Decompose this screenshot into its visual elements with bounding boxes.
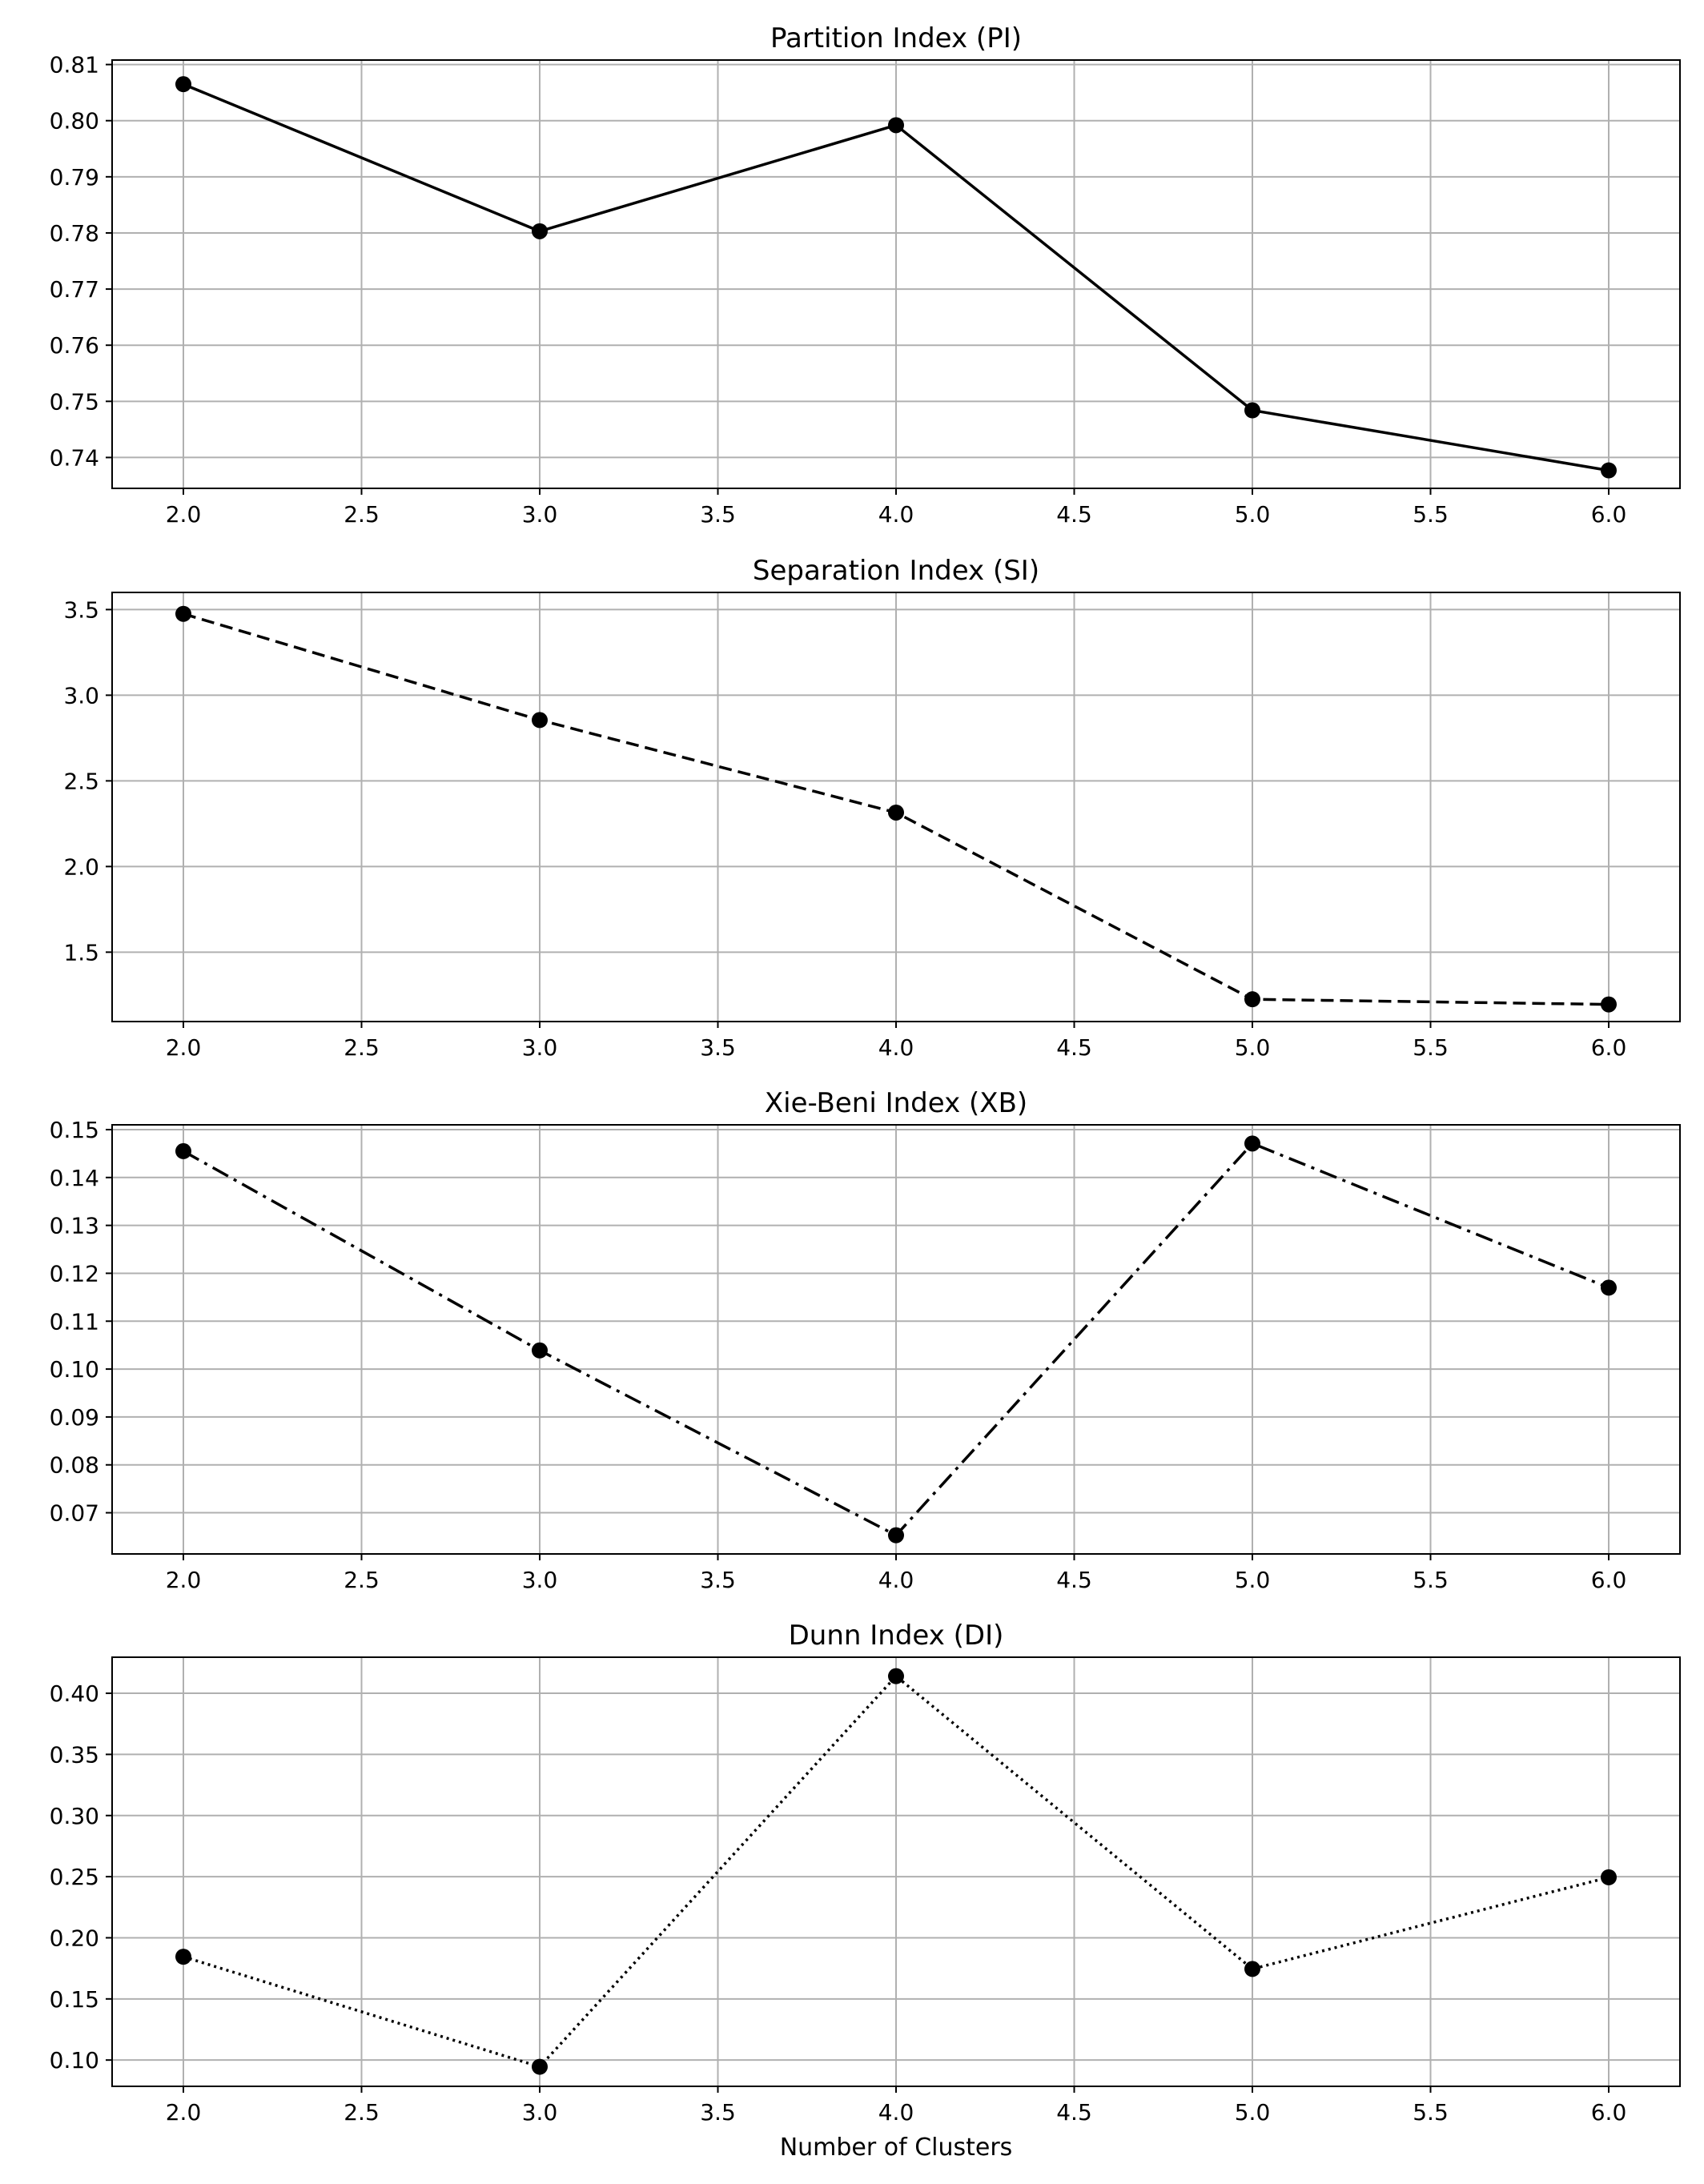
- data-point: [1601, 462, 1617, 479]
- x-tick-label: 5.5: [1413, 1034, 1449, 1061]
- x-tick-label: 2.0: [166, 2099, 202, 2126]
- y-tick-label: 0.30: [50, 1803, 99, 1829]
- x-tick-label: 2.5: [344, 2099, 380, 2126]
- x-tick-label: 5.5: [1413, 1567, 1449, 1593]
- data-point: [175, 1949, 191, 1965]
- data-point: [1244, 1961, 1260, 1977]
- x-tick-label: 5.5: [1413, 501, 1449, 528]
- y-tick-label: 0.14: [50, 1165, 99, 1191]
- y-tick-label: 0.13: [50, 1213, 99, 1239]
- x-tick-label: 3.0: [522, 1034, 558, 1061]
- chart-panel-2: 2.0 2.5 3.0 3.5 4.0 4.5 5.0 5.5 6.0 1.5 2.0 2.5 3.0 3…: [63, 555, 1681, 1061]
- y-tick-label: 0.75: [50, 388, 99, 415]
- chart-title: Separation Index (SI): [753, 555, 1039, 587]
- x-tick-label: 3.5: [700, 501, 736, 528]
- x-tick-label: 4.0: [878, 1034, 914, 1061]
- data-point: [888, 117, 904, 134]
- y-tick-label: 0.74: [50, 444, 99, 471]
- data-point: [1601, 996, 1617, 1013]
- y-tick-label: 0.76: [50, 332, 99, 359]
- x-tick-label: 2.0: [166, 1567, 202, 1593]
- y-tick-label: 0.07: [50, 1500, 99, 1527]
- y-tick-label: 0.10: [50, 1356, 99, 1383]
- y-tick-label: 0.12: [50, 1260, 99, 1287]
- y-tick-label: 0.20: [50, 1925, 99, 1951]
- y-tick-label: 0.11: [50, 1308, 99, 1335]
- y-tick-label: 1.5: [63, 939, 99, 966]
- x-tick-label: 4.5: [1056, 2099, 1092, 2126]
- data-point: [1601, 1279, 1617, 1296]
- y-tick-label: 0.08: [50, 1452, 99, 1479]
- x-tick-label: 6.0: [1591, 1567, 1627, 1593]
- chart-panel-4: 2.0 2.5 3.0 3.5 4.0 4.5 5.0 5.5 6.0 0.10 0.15 0.20 0…: [50, 1620, 1681, 2162]
- x-tick-label: 3.0: [522, 2099, 558, 2126]
- y-tick-label: 0.09: [50, 1404, 99, 1431]
- x-tick-label: 4.5: [1056, 501, 1092, 528]
- x-tick-label: 3.5: [700, 1567, 736, 1593]
- data-point: [1601, 1869, 1617, 1885]
- data-point: [532, 223, 548, 239]
- y-tick-label: 3.5: [63, 596, 99, 623]
- y-tick-label: 0.78: [50, 220, 99, 247]
- y-tick-label: 2.0: [63, 853, 99, 880]
- y-tick-label: 0.35: [50, 1741, 99, 1768]
- x-tick-label: 5.0: [1235, 1034, 1271, 1061]
- x-tick-label: 4.0: [878, 501, 914, 528]
- x-tick-label: 4.5: [1056, 1567, 1092, 1593]
- y-tick-label: 0.81: [50, 52, 99, 78]
- y-tick-label: 2.5: [63, 768, 99, 794]
- y-tick-label: 0.15: [50, 1117, 99, 1143]
- x-tick-label: 2.5: [344, 1034, 380, 1061]
- data-point: [888, 804, 904, 821]
- y-tick-label: 0.15: [50, 1986, 99, 2013]
- x-tick-label: 5.0: [1235, 501, 1271, 528]
- x-tick-label: 2.5: [344, 501, 380, 528]
- chart-title: Xie-Beni Index (XB): [765, 1087, 1027, 1119]
- data-point: [175, 76, 191, 93]
- y-tick-label: 3.0: [63, 682, 99, 709]
- chart-panel-3: 2.0 2.5 3.0 3.5 4.0 4.5 5.0 5.5 6.0 0.07 0.08 0.09 0…: [50, 1087, 1681, 1593]
- chart-title: Partition Index (PI): [770, 22, 1022, 54]
- x-tick-label: 6.0: [1591, 1034, 1627, 1061]
- x-tick-label: 6.0: [1591, 501, 1627, 528]
- data-point: [532, 2058, 548, 2075]
- y-tick-label: 0.80: [50, 108, 99, 134]
- x-tick-label: 2.5: [344, 1567, 380, 1593]
- data-point: [888, 1527, 904, 1544]
- x-tick-label: 6.0: [1591, 2099, 1627, 2126]
- chart-panel-1: 2.0 2.5 3.0 3.5 4.0 4.5 5.0 5.5 6.0 0.74 0.75 0.76 0…: [50, 22, 1681, 528]
- y-tick-label: 0.79: [50, 164, 99, 191]
- data-point: [175, 1142, 191, 1159]
- data-point: [1244, 402, 1260, 419]
- data-point: [532, 1342, 548, 1359]
- y-tick-label: 0.25: [50, 1864, 99, 1890]
- data-point: [175, 605, 191, 622]
- x-tick-label: 5.0: [1235, 2099, 1271, 2126]
- y-tick-label: 0.40: [50, 1680, 99, 1707]
- y-tick-label: 0.77: [50, 276, 99, 303]
- x-tick-label: 4.5: [1056, 1034, 1092, 1061]
- x-tick-label: 3.5: [700, 1034, 736, 1061]
- data-point: [1244, 1135, 1260, 1152]
- data-point: [888, 1668, 904, 1684]
- x-tick-label: 2.0: [166, 501, 202, 528]
- x-tick-label: 3.0: [522, 1567, 558, 1593]
- data-point: [1244, 991, 1260, 1008]
- x-tick-label: 4.0: [878, 2099, 914, 2126]
- x-tick-label: 3.5: [700, 2099, 736, 2126]
- x-tick-label: 5.0: [1235, 1567, 1271, 1593]
- x-tick-label: 5.5: [1413, 2099, 1449, 2126]
- chart-title: Dunn Index (DI): [789, 1620, 1004, 1652]
- x-tick-label: 3.0: [522, 501, 558, 528]
- x-axis-label: Number of Clusters: [780, 2134, 1013, 2162]
- y-tick-label: 0.10: [50, 2047, 99, 2074]
- x-tick-label: 4.0: [878, 1567, 914, 1593]
- x-tick-label: 2.0: [166, 1034, 202, 1061]
- data-point: [532, 712, 548, 729]
